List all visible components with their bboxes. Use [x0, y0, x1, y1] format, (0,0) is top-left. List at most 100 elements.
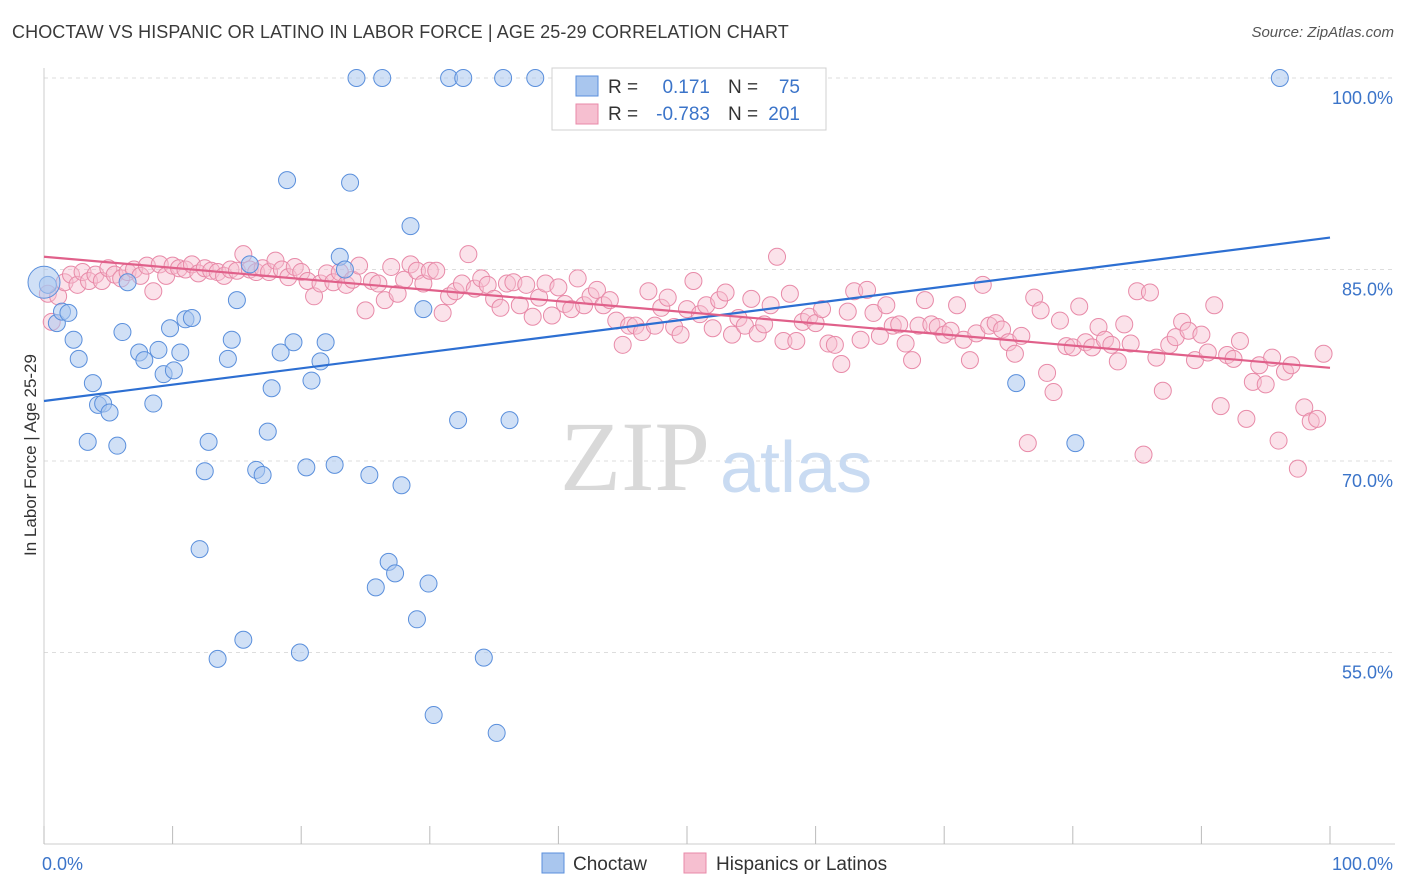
data-point-choctaw [78, 432, 97, 451]
data-point-hispanic [62, 265, 81, 284]
data-point-choctaw [190, 540, 209, 559]
data-point-choctaw [253, 466, 272, 485]
y-tick-label: 85.0% [1342, 280, 1393, 300]
data-point-choctaw [424, 706, 443, 725]
data-point-hispanic [1153, 381, 1172, 400]
data-point-choctaw [487, 723, 506, 742]
data-point-choctaw [302, 371, 321, 390]
legend-n-label: N = [728, 77, 758, 98]
data-point-hispanic [1308, 409, 1327, 428]
data-point-choctaw [360, 466, 379, 485]
data-point-choctaw [449, 411, 468, 430]
legend-r-label: R = [608, 77, 638, 98]
data-point-choctaw [59, 303, 78, 322]
bottom-legend-hispanic: Hispanics or Latinos [716, 854, 887, 875]
y-axis-label: In Labor Force | Age 25-29 [21, 354, 40, 556]
legend-swatch-pink [575, 103, 599, 125]
data-point-choctaw [135, 351, 154, 370]
data-point-hispanic [877, 296, 896, 315]
data-point-hispanic [703, 319, 722, 338]
data-point-hispanic [723, 325, 742, 344]
data-point-choctaw [258, 422, 277, 441]
bottom-legend: Choctaw Hispanics or Latinos [541, 852, 887, 875]
data-point-choctaw [108, 436, 127, 455]
axes: 55.0% 70.0% 85.0% 100.0% 0.0% 100.0% [42, 68, 1395, 874]
data-point-hispanic [761, 296, 780, 315]
data-point-choctaw [284, 333, 303, 352]
data-point-hispanic [356, 301, 375, 320]
data-point-hispanic [1121, 334, 1140, 353]
data-point-choctaw [182, 309, 201, 328]
chart-source: Source: ZipAtlas.com [1251, 24, 1394, 41]
data-point-hispanic [896, 334, 915, 353]
data-point-hispanic [1115, 315, 1134, 334]
data-point-hispanic [587, 280, 606, 299]
data-point-hispanic [1070, 297, 1089, 316]
y-tick-label: 70.0% [1342, 471, 1393, 491]
data-point-choctaw [278, 171, 297, 190]
data-point-hispanic [671, 325, 690, 344]
legend-r-pink: -0.783 [656, 104, 710, 125]
data-point-hispanic [986, 314, 1005, 333]
trend-line-choctaw [43, 236, 1331, 403]
data-point-hispanic [1102, 335, 1121, 354]
data-point-choctaw [271, 343, 290, 362]
data-point-hispanic [748, 324, 767, 343]
data-point-choctaw [341, 173, 360, 192]
data-point-hispanic [1192, 325, 1211, 344]
data-point-hispanic [825, 335, 844, 354]
data-point-hispanic [684, 271, 703, 290]
data-point-choctaw [366, 578, 385, 597]
data-point-hispanic [774, 331, 793, 350]
data-point-choctaw [83, 374, 102, 393]
data-point-choctaw [199, 432, 218, 451]
data-point-hispanic [575, 296, 594, 315]
data-point-choctaw [500, 411, 519, 430]
data-point-hispanic [639, 282, 658, 301]
data-point-choctaw [100, 403, 119, 422]
data-point-hispanic [665, 317, 684, 336]
data-point-choctaw [234, 630, 253, 649]
data-point-hispanic [292, 263, 311, 282]
data-point-hispanic [960, 351, 979, 370]
data-point-hispanic [382, 257, 401, 276]
data-point-hispanic [1288, 459, 1307, 478]
data-point-hispanic [645, 316, 664, 335]
data-point-hispanic [858, 280, 877, 299]
legend-swatch-blue [575, 75, 599, 97]
data-point-hispanic [1128, 282, 1147, 301]
data-point-hispanic [523, 307, 542, 326]
data-point-hispanic [517, 275, 536, 294]
data-point-choctaw [69, 349, 88, 368]
data-point-hispanic [1031, 301, 1050, 320]
data-point-hispanic [144, 282, 163, 301]
data-point-hispanic [1173, 312, 1192, 331]
data-point-hispanic [491, 298, 510, 317]
data-point-choctaw [494, 69, 513, 87]
bottom-legend-swatch-pink [683, 852, 707, 874]
data-point-choctaw [27, 265, 61, 299]
data-point-choctaw [1066, 434, 1085, 453]
data-point-hispanic [787, 331, 806, 350]
data-point-choctaw [325, 455, 344, 474]
data-point-hispanic [1256, 375, 1275, 394]
data-point-hispanic [542, 306, 561, 325]
data-point-hispanic [1205, 296, 1224, 315]
data-point-hispanic [716, 283, 735, 302]
data-point-hispanic [652, 298, 671, 317]
data-point-hispanic [832, 354, 851, 373]
data-point-choctaw [401, 217, 420, 236]
data-point-choctaw [222, 330, 241, 349]
bottom-legend-swatch-blue [541, 852, 565, 874]
data-point-choctaw [526, 69, 545, 87]
data-point-hispanic [838, 302, 857, 321]
legend-box: R = 0.171 N = 75 R = -0.783 N = 201 [551, 67, 827, 131]
legend-r-label-2: R = [608, 104, 638, 125]
data-point-choctaw [240, 255, 259, 274]
data-point-hispanic [742, 289, 761, 308]
data-point-hispanic [813, 300, 832, 319]
data-point-hispanic [1211, 397, 1230, 416]
data-point-choctaw [316, 333, 335, 352]
x-tick-label-min: 0.0% [42, 854, 83, 874]
